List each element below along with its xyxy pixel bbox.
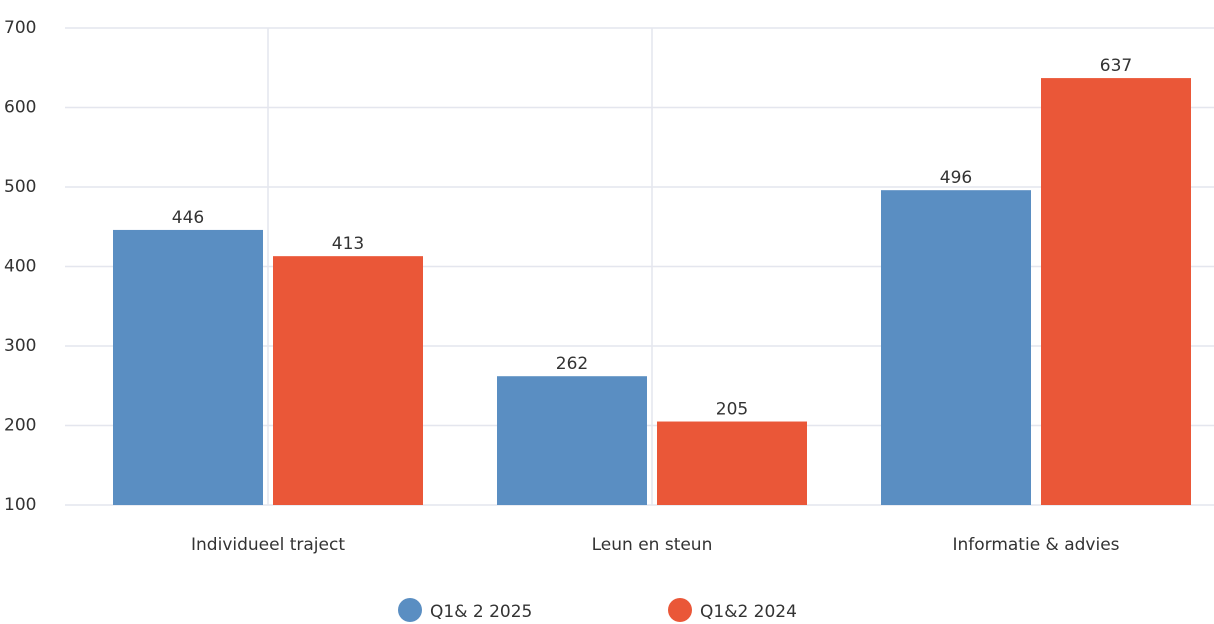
bar [497,376,647,505]
y-tick-label: 500 [4,177,36,197]
bar [657,421,807,505]
y-tick-label: 100 [4,495,36,515]
bar [881,190,1031,505]
legend-marker [668,598,692,622]
value-label: 205 [716,400,748,420]
value-label: 262 [556,354,588,374]
value-label: 446 [172,208,204,228]
bar [1041,78,1191,506]
x-tick-label: Individueel traject [191,535,345,555]
bar [113,229,263,505]
y-tick-label: 700 [4,18,36,38]
y-tick-label: 400 [4,257,36,277]
legend-marker [398,598,422,622]
value-label: 496 [940,168,972,188]
x-tick-label: Leun en steun [592,535,713,555]
value-label: 637 [1100,56,1132,76]
bar [273,256,423,505]
value-label: 413 [332,234,364,254]
legend-label: Q1& 2 2025 [430,602,532,622]
legend-label: Q1&2 2024 [700,602,797,622]
y-tick-label: 300 [4,336,36,356]
x-tick-label: Informatie & advies [952,535,1119,555]
y-tick-label: 200 [4,416,36,436]
y-tick-label: 600 [4,98,36,118]
